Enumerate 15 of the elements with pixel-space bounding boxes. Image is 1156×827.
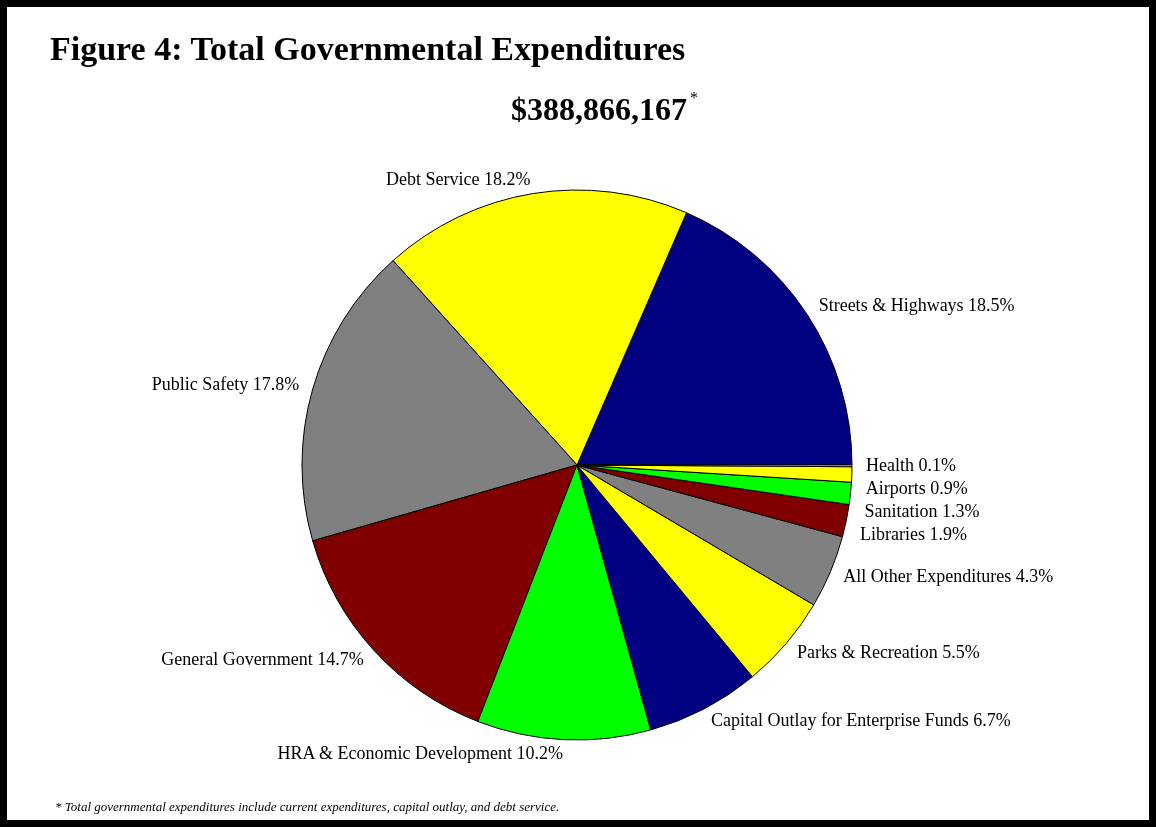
slice-label: Health 0.1% [866,454,956,475]
slice-label: Sanitation 1.3% [864,500,980,521]
slice-label: Streets & Highways 18.5% [818,295,1015,316]
slice-label: Capital Outlay for Enterprise Funds 6.7% [710,710,1011,731]
slice-label: Libraries 1.9% [860,523,967,544]
slice-label: HRA & Economic Development 10.2% [277,742,563,763]
text: * Total governmental expenditures include current expenditures, capital outlay, and debt service. [55,799,560,814]
slice-label: Debt Service 18.2% [386,168,531,189]
slice-label: All Other Expenditures 4.3% [843,566,1054,587]
chart-subtitle: $388,866,167* [511,89,698,127]
slice-label: General Government 14.7% [161,649,364,670]
slice-label: Parks & Recreation 5.5% [796,641,980,662]
slice-label: Public Safety 17.8% [151,374,300,395]
chart-title: Figure 4: Total Governmental Expenditures [50,30,686,67]
slice-label: Airports 0.9% [865,477,968,498]
